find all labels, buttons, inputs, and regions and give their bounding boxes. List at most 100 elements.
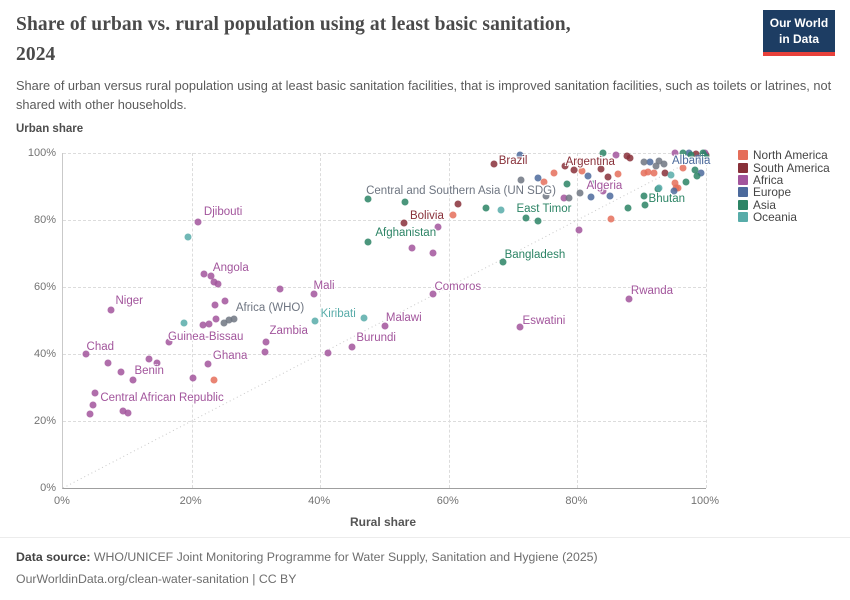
data-point[interactable] <box>661 169 669 177</box>
data-point[interactable] <box>597 165 605 173</box>
country-label[interactable]: Angola <box>212 261 249 274</box>
data-point[interactable] <box>667 171 675 179</box>
data-point[interactable] <box>699 149 707 157</box>
data-point[interactable] <box>348 343 356 351</box>
country-label[interactable]: Albania <box>672 155 711 168</box>
data-point[interactable] <box>210 278 218 286</box>
data-point[interactable] <box>211 301 219 309</box>
data-point[interactable] <box>165 338 173 346</box>
data-point[interactable] <box>230 315 238 323</box>
data-point[interactable] <box>697 169 705 177</box>
country-label[interactable]: Burundi <box>356 332 396 345</box>
data-point[interactable] <box>625 295 633 303</box>
data-point[interactable] <box>650 169 658 177</box>
country-label[interactable]: East Timor <box>516 203 572 216</box>
data-point[interactable] <box>276 285 284 293</box>
data-point[interactable] <box>655 184 663 192</box>
data-point[interactable] <box>104 359 112 367</box>
data-point[interactable] <box>311 317 319 325</box>
data-point[interactable] <box>584 172 592 180</box>
country-label[interactable]: Brazil <box>498 155 528 168</box>
data-point[interactable] <box>86 410 94 418</box>
data-point[interactable] <box>221 297 229 305</box>
data-point[interactable] <box>200 270 208 278</box>
country-label[interactable]: Comoros <box>434 281 482 293</box>
data-point[interactable] <box>204 360 212 368</box>
data-point[interactable] <box>207 272 215 280</box>
data-point[interactable] <box>429 249 437 257</box>
country-label[interactable]: Central African Republic <box>100 392 224 405</box>
data-point[interactable] <box>599 149 607 157</box>
data-point[interactable] <box>210 376 218 384</box>
data-point[interactable] <box>550 169 558 177</box>
country-label[interactable]: Bhutan <box>648 192 685 205</box>
data-point[interactable] <box>522 214 530 222</box>
data-point[interactable] <box>82 350 89 358</box>
data-point[interactable] <box>560 194 568 202</box>
data-point[interactable] <box>640 192 648 200</box>
data-point[interactable] <box>612 151 620 159</box>
data-point[interactable] <box>401 198 409 206</box>
data-point[interactable] <box>220 319 228 327</box>
data-point[interactable] <box>652 162 660 170</box>
data-point[interactable] <box>640 158 648 166</box>
country-label[interactable]: Djibouti <box>203 205 243 218</box>
legend-item[interactable]: Africa <box>738 173 830 187</box>
data-point[interactable] <box>107 306 115 314</box>
data-point[interactable] <box>119 407 127 415</box>
data-point[interactable] <box>310 290 318 298</box>
data-point[interactable] <box>606 192 614 200</box>
data-point[interactable] <box>454 200 462 208</box>
data-point[interactable] <box>687 151 695 159</box>
country-label[interactable]: Guinea-Bissau <box>168 330 244 343</box>
data-point[interactable] <box>570 166 578 174</box>
country-label[interactable]: Central and Southern Asia (UN SDG) <box>366 184 556 197</box>
country-label[interactable]: Niger <box>115 295 143 308</box>
data-point[interactable] <box>576 189 584 197</box>
country-label[interactable]: Kiribati <box>320 308 356 321</box>
data-point[interactable] <box>497 206 505 214</box>
country-label[interactable]: Eswatini <box>522 315 566 328</box>
data-point[interactable] <box>655 157 663 165</box>
country-label[interactable]: Afghanistan <box>375 227 437 240</box>
data-point[interactable] <box>199 321 207 329</box>
data-point[interactable] <box>679 149 687 157</box>
data-point[interactable] <box>691 166 699 174</box>
country-label[interactable]: Zambia <box>269 324 308 337</box>
legend-item[interactable]: Oceania <box>738 210 830 224</box>
data-point[interactable] <box>599 187 607 195</box>
country-label[interactable]: Ghana <box>212 350 248 363</box>
country-label[interactable]: Bolivia <box>409 209 444 222</box>
owid-logo[interactable]: Our World in Data <box>763 10 835 57</box>
data-point[interactable] <box>324 349 332 357</box>
legend-item[interactable]: North America <box>738 148 830 162</box>
data-point[interactable] <box>626 154 634 162</box>
data-point[interactable] <box>641 201 649 209</box>
data-point[interactable] <box>184 233 192 241</box>
data-point[interactable] <box>364 195 372 203</box>
data-point[interactable] <box>180 319 188 327</box>
data-point[interactable] <box>262 338 270 346</box>
legend-item[interactable]: South America <box>738 161 830 175</box>
data-point[interactable] <box>604 173 612 181</box>
data-point[interactable] <box>578 167 586 175</box>
data-point[interactable] <box>607 215 615 223</box>
data-point[interactable] <box>381 322 388 330</box>
data-point[interactable] <box>670 187 678 195</box>
data-point[interactable] <box>693 172 701 180</box>
data-point[interactable] <box>589 180 597 188</box>
country-label[interactable]: Bangladesh <box>504 249 566 262</box>
data-point[interactable] <box>153 359 161 367</box>
data-point[interactable] <box>482 204 490 212</box>
data-point[interactable] <box>692 150 700 158</box>
data-point[interactable] <box>534 217 542 225</box>
data-point[interactable] <box>499 258 507 266</box>
data-point[interactable] <box>225 316 233 324</box>
data-point[interactable] <box>640 169 648 177</box>
data-point[interactable] <box>644 168 652 176</box>
country-label[interactable]: Chad <box>86 340 115 353</box>
data-point[interactable] <box>561 162 569 170</box>
data-point[interactable] <box>646 158 654 166</box>
data-point[interactable] <box>261 348 269 356</box>
data-point[interactable] <box>540 178 548 186</box>
